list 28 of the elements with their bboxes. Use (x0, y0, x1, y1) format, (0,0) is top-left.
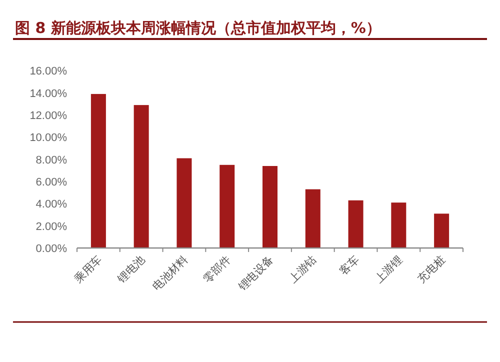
y-tick-label: 16.00% (30, 66, 68, 78)
x-tick-label: 上游钴 (286, 252, 320, 286)
bar (262, 166, 278, 248)
x-tick-label: 锂电设备 (235, 252, 276, 294)
x-tick-label: 客车 (337, 252, 362, 278)
bar (134, 105, 149, 248)
x-tick-label: 充电桩 (415, 252, 448, 286)
bar (176, 158, 192, 248)
bar (434, 214, 450, 248)
bar (348, 200, 364, 248)
y-tick-label: 6.00% (36, 176, 68, 189)
x-tick-label: 上游锂 (372, 252, 405, 286)
y-tick-label: 2.00% (36, 220, 68, 233)
bar (220, 164, 235, 248)
bar (90, 94, 106, 248)
x-tick-label: 电池材料 (150, 252, 190, 294)
x-tick-label: 乘用车 (72, 252, 105, 286)
y-tick-label: 8.00% (36, 154, 68, 166)
x-tick-label: 锂电池 (114, 252, 148, 286)
bar (391, 202, 406, 248)
y-tick-label: 14.00% (30, 88, 68, 100)
y-tick-label: 0.00% (36, 243, 68, 255)
x-tick-label: 零部件 (200, 252, 234, 286)
chart-title: 图 8 新能源板块本周涨幅情况（总市值加权平均，%） (15, 19, 381, 37)
y-tick-label: 4.00% (36, 198, 68, 211)
bar (305, 189, 320, 248)
y-tick-label: 10.00% (30, 132, 68, 144)
y-tick-label: 12.00% (30, 110, 68, 122)
